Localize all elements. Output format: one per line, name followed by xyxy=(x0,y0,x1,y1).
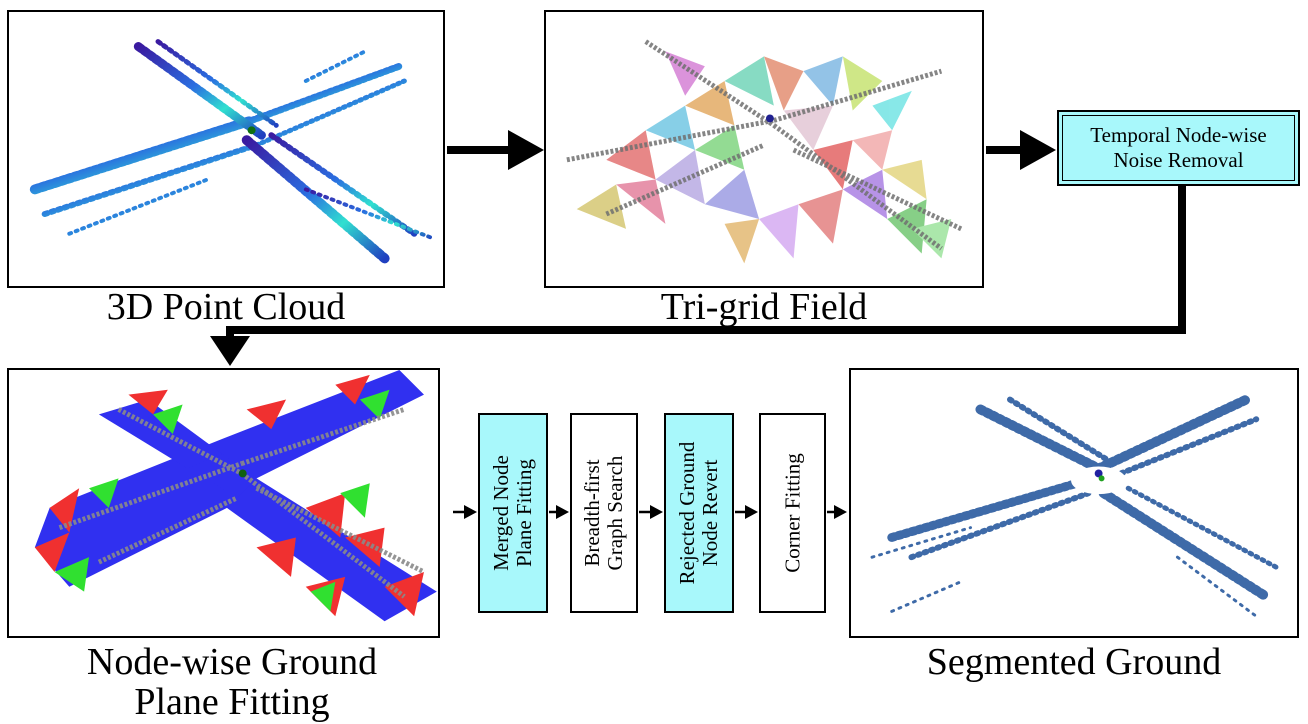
rejected-label-line2: Node Revert xyxy=(698,459,722,567)
arrowhead-bfs-to-rejected xyxy=(650,505,663,519)
rejected-label-line1: Rejected Ground xyxy=(675,441,699,585)
node-wise-fitting-caption-line1: Node-wise Ground xyxy=(86,641,378,683)
breadth-first-search-box: Breadth-first Graph Search xyxy=(570,413,638,613)
merged-node-label-line2: Plane Fitting xyxy=(512,459,536,567)
temporal-noise-removal-box: Temporal Node-wise Noise Removal xyxy=(1057,110,1300,186)
point-cloud-caption: 3D Point Cloud xyxy=(106,286,346,328)
trigrid-panel xyxy=(544,10,984,288)
corner-fitting-box: Corner Fitting xyxy=(759,413,826,613)
arrowhead-merged-to-bfs xyxy=(556,505,569,519)
corner-fitting-label: Corner Fitting xyxy=(780,453,804,573)
arrowhead-rejected-to-corner xyxy=(745,505,758,519)
segmented-ground-caption: Segmented Ground xyxy=(926,641,1222,683)
bfs-label-line2: Graph Search xyxy=(603,455,627,571)
node-wise-fitting-caption: Node-wise Ground Plane Fitting xyxy=(7,642,457,722)
temporal-noise-removal-label-line1: Temporal Node-wise xyxy=(1090,123,1267,147)
point-cloud-panel xyxy=(7,10,445,288)
arrowhead-corner-to-segmented xyxy=(834,505,847,519)
arrowhead-temporal-to-nodewise xyxy=(210,336,250,366)
arrowhead-nodewise-to-merged xyxy=(464,505,477,519)
rejected-ground-revert-box: Rejected Ground Node Revert xyxy=(664,413,734,613)
node-wise-fitting-panel xyxy=(7,368,440,638)
arrowhead-trigrid-to-temporal xyxy=(1020,130,1056,170)
trigrid-caption: Tri-grid Field xyxy=(660,286,868,328)
segmented-ground-panel xyxy=(849,368,1299,638)
point-cloud-image xyxy=(29,39,436,264)
merged-node-plane-fitting-box: Merged Node Plane Fitting xyxy=(478,413,548,613)
trigrid-image xyxy=(566,39,963,264)
temporal-noise-removal-label-line2: Noise Removal xyxy=(1113,148,1244,172)
node-wise-fitting-image xyxy=(34,370,437,622)
segmented-ground-image xyxy=(870,394,1279,618)
merged-node-label-line1: Merged Node xyxy=(489,455,513,571)
node-wise-fitting-caption-line2: Plane Fitting xyxy=(134,681,330,723)
bfs-label-line1: Breadth-first xyxy=(580,459,604,567)
arrowhead-pointcloud-to-trigrid xyxy=(508,130,544,170)
